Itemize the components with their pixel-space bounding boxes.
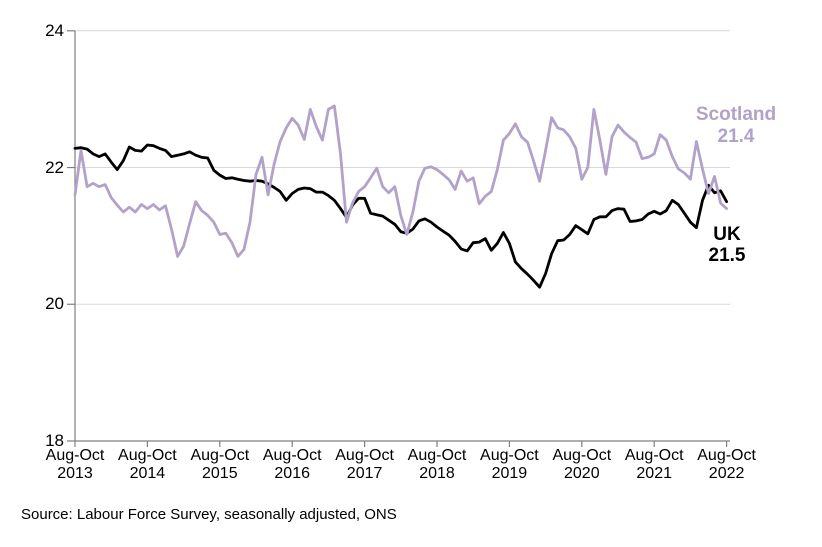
x-tick-period: Aug-Oct	[335, 447, 394, 464]
x-tick-period: Aug-Oct	[262, 447, 322, 464]
uk-line	[73, 143, 728, 289]
x-tick-year: 2019	[491, 465, 528, 482]
source-note: Source: Labour Force Survey, seasonally …	[21, 506, 397, 523]
x-tick-year: 2017	[346, 465, 383, 482]
x-tick-label-2016: Aug-Oct 2016	[256, 447, 328, 483]
scotland-series-label: Scotland 21.4	[688, 104, 784, 148]
x-tick-year: 2015	[202, 465, 238, 482]
x-tick-label-2022: Aug-Oct 2022	[691, 447, 763, 483]
y-tick-label-24: 24	[45, 20, 64, 40]
x-tick-label-2015: Aug-Oct 2015	[184, 447, 256, 483]
x-tick-label-2014: Aug-Oct 2014	[111, 447, 183, 483]
x-tick-period: Aug-Oct	[45, 447, 105, 464]
y-tick-label-20: 20	[45, 294, 64, 314]
x-tick-period: Aug-Oct	[407, 447, 467, 464]
x-tick-period: Aug-Oct	[190, 447, 250, 464]
x-tick-year: 2014	[129, 465, 166, 482]
x-tick-period: Aug-Oct	[624, 447, 684, 464]
x-tick-year: 2020	[564, 465, 600, 482]
x-tick-year: 2022	[708, 465, 745, 482]
x-tick-year: 2018	[419, 465, 455, 482]
y-tick-label-18: 18	[45, 431, 64, 450]
x-tick-label-2013: Aug-Oct 2013	[39, 447, 111, 483]
x-tick-period: Aug-Oct	[480, 447, 539, 464]
x-tick-year: 2016	[274, 465, 310, 482]
x-tick-period: Aug-Oct	[697, 447, 756, 464]
uk-series-label: UK 21.5	[691, 224, 763, 266]
x-tick-label-2021: Aug-Oct 2021	[618, 447, 690, 483]
scotland-line	[73, 104, 728, 258]
uk-label-text: UK	[713, 224, 741, 245]
x-tick-year: 2021	[636, 465, 672, 482]
x-tick-period: Aug-Oct	[552, 447, 612, 464]
scotland-label-text: Scotland	[695, 104, 777, 125]
x-tick-label-2020: Aug-Oct 2020	[546, 447, 618, 483]
scotland-latest-value: 21.4	[717, 126, 755, 147]
x-tick-year: 2013	[57, 465, 93, 482]
uk-latest-value: 21.5	[708, 245, 746, 266]
x-tick-period: Aug-Oct	[118, 447, 177, 464]
y-tick-label-22: 22	[45, 157, 64, 177]
x-tick-label-2017: Aug-Oct 2017	[329, 447, 401, 483]
x-tick-label-2019: Aug-Oct 2019	[473, 447, 545, 483]
x-tick-label-2018: Aug-Oct 2018	[401, 447, 473, 483]
